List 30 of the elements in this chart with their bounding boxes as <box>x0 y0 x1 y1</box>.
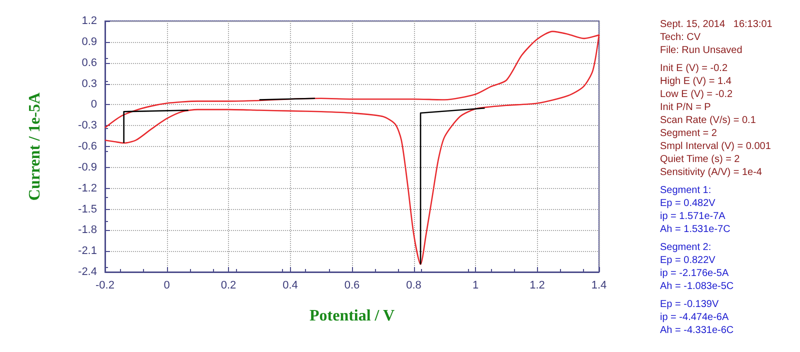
x-tick-label: -0.2 <box>96 280 114 292</box>
x-tick-label: 0.6 <box>344 280 360 292</box>
y-tick-label: 0 <box>90 98 97 111</box>
x-tick-label: 0.2 <box>220 280 236 292</box>
text: Segment 1: Ep = 0.482V ip = 1.571e-7A Ah = 1.531e-7C <box>660 185 730 235</box>
x-tick-label: 0.8 <box>406 280 422 292</box>
x-tick-label: 1.2 <box>530 280 545 292</box>
text: Init E (V) = -0.2 High E (V) = 1.4 Low E (V) = -0.2 Init P/N = P Scan Rate (V/s) = 0.1 Segment = 2 Smpl Interval (V) = 0.001 Quiet Time (s) = 2 Sensitivity (A/V) = 1e-4 <box>660 63 771 178</box>
x-tick-label: 0 <box>164 280 170 292</box>
y-tick-label: -2.4 <box>78 266 97 278</box>
y-tick-label: 1.2 <box>82 15 97 27</box>
y-tick-label: -1.8 <box>78 224 97 236</box>
y-tick-label: -1.5 <box>78 203 97 216</box>
x-tick-label: 0.4 <box>282 280 298 292</box>
y-tick-label: -0.9 <box>78 161 97 174</box>
y-tick-label: -0.3 <box>78 120 97 132</box>
y-tick-label: -0.6 <box>78 140 97 152</box>
text: Ep = -0.139V ip = -4.474e-6A Ah = -4.331e-6C <box>660 299 734 336</box>
x-tick-label: 1.4 <box>591 280 607 292</box>
text: Sept. 15, 2014 16:13:01 Tech: CV File: Run Unsaved <box>660 19 773 56</box>
y-tick-label: -1.2 <box>78 182 97 194</box>
line-series <box>104 30 600 265</box>
y-tick-label: -2.1 <box>78 245 97 258</box>
y-tick-label: 0.9 <box>82 36 97 48</box>
text: Segment 2: Ep = 0.822V ip = -2.176e-5A Ah = -1.083e-5C <box>660 242 734 292</box>
x-axis-title: Potential / V <box>309 308 395 324</box>
y-axis-title: Current / 1e-5A <box>26 92 44 201</box>
y-tick-label: 0.6 <box>82 56 97 69</box>
x-tick-label: 1 <box>472 280 479 292</box>
y-tick-label: 0.3 <box>82 78 97 90</box>
